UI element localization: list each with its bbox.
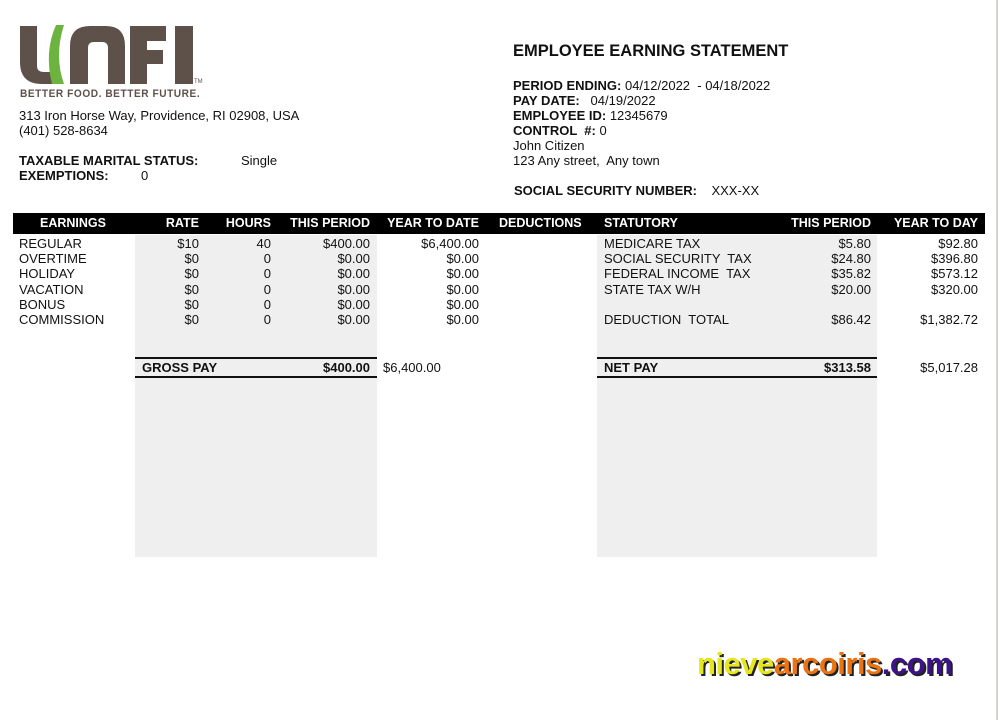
earning-rate: $0: [184, 297, 199, 312]
control-label: CONTROL #:: [513, 123, 596, 138]
statutory-this-period: $20.00: [831, 282, 871, 297]
earning-hours: 0: [263, 312, 271, 327]
earning-ytd: $0.00: [446, 251, 479, 266]
exemptions-label: EXEMPTIONS:: [19, 168, 109, 183]
earning-name: OVERTIME: [19, 251, 87, 266]
earning-this-period: $400.00: [323, 236, 370, 251]
net-pay-bottom-rule: [597, 376, 877, 378]
net-pay-top-rule: [597, 357, 877, 359]
statutory-name: SOCIAL SECURITY TAX: [604, 251, 752, 266]
earning-rate: $10: [177, 236, 199, 251]
earning-this-period: $0.00: [337, 266, 370, 281]
earning-hours: 0: [263, 251, 271, 266]
statement-title: EMPLOYEE EARNING STATEMENT: [513, 42, 789, 60]
company-tagline: BETTER FOOD. BETTER FUTURE.: [20, 88, 201, 100]
pay-date-label: PAY DATE:: [513, 93, 580, 108]
header-deductions: DEDUCTIONS: [499, 216, 582, 230]
exemptions-value: 0: [141, 168, 149, 183]
header-statutory: STATUTORY: [604, 216, 678, 230]
employee-id-label: EMPLOYEE ID:: [513, 108, 607, 123]
earning-ytd: $0.00: [446, 297, 479, 312]
statutory-ytd: $92.80: [938, 236, 978, 251]
statutory-this-period: $35.82: [831, 266, 871, 281]
net-pay-ytd: $5,017.28: [920, 360, 978, 375]
earning-this-period: $0.00: [337, 297, 370, 312]
header-year-to-date: YEAR TO DATE: [387, 216, 479, 230]
period-value: 04/12/2022 - 04/18/2022: [624, 78, 771, 93]
watermark: nievearcoiris.com: [697, 646, 953, 681]
header-hours: HOURS: [225, 216, 271, 230]
page-edge: [996, 0, 998, 720]
earning-hours: 0: [263, 282, 271, 297]
gross-pay-bottom-rule: [135, 376, 377, 378]
control-value: 0: [599, 123, 607, 138]
statutory-panel: [597, 235, 877, 557]
company-address: 313 Iron Horse Way, Providence, RI 02908…: [19, 108, 300, 123]
period-label: PERIOD ENDING:: [513, 78, 622, 93]
earning-hours: 0: [263, 266, 271, 281]
marital-status-value: Single: [241, 153, 278, 168]
earning-name: HOLIDAY: [19, 266, 76, 281]
gross-pay-ytd: $6,400.00: [383, 360, 441, 375]
deduction-total-label: DEDUCTION TOTAL: [604, 312, 729, 327]
marital-status-label: TAXABLE MARITAL STATUS:: [19, 153, 199, 168]
earning-name: REGULAR: [19, 236, 82, 251]
statutory-name: FEDERAL INCOME TAX: [604, 266, 751, 281]
header-stat-this-period: THIS PERIOD: [791, 216, 871, 230]
table-header: EARNINGS RATE HOURS THIS PERIOD YEAR TO …: [13, 213, 985, 234]
employee-id-value: 12345679: [609, 108, 668, 123]
employee-address: 123 Any street, Any town: [513, 153, 660, 168]
earning-this-period: $0.00: [337, 282, 370, 297]
statutory-this-period: $24.80: [831, 251, 871, 266]
svg-text:TM: TM: [194, 79, 203, 85]
earning-rate: $0: [184, 266, 199, 281]
statutory-ytd: $573.12: [931, 266, 978, 281]
earning-name: VACATION: [19, 282, 84, 297]
net-pay-label: NET PAY: [604, 360, 659, 375]
earning-ytd: $6,400.00: [421, 236, 479, 251]
earning-ytd: $0.00: [446, 282, 479, 297]
statutory-ytd: $396.80: [931, 251, 978, 266]
earning-name: BONUS: [19, 297, 66, 312]
earning-hours: 0: [263, 297, 271, 312]
unfi-logo: TM: [20, 25, 203, 85]
gross-pay-top-rule: [135, 357, 377, 359]
pay-date-value: 04/19/2022: [590, 93, 656, 108]
net-pay-this-period: $313.58: [824, 360, 871, 375]
earning-hours: 40: [256, 236, 271, 251]
earnings-panel: [135, 235, 377, 557]
ssn-label: SOCIAL SECURITY NUMBER:: [514, 183, 697, 198]
gross-pay-this-period: $400.00: [323, 360, 370, 375]
earning-name: COMMISSION: [19, 312, 105, 327]
earning-rate: $0: [184, 312, 199, 327]
statutory-this-period: $5.80: [838, 236, 871, 251]
statutory-ytd: $320.00: [931, 282, 978, 297]
deduction-total-this-period: $86.42: [831, 312, 871, 327]
header-earnings: EARNINGS: [40, 216, 106, 230]
gross-pay-label: GROSS PAY: [142, 360, 218, 375]
ssn-value: XXX-XX: [711, 183, 760, 198]
company-phone: (401) 528-8634: [19, 123, 108, 138]
deduction-total-ytd: $1,382.72: [920, 312, 978, 327]
statutory-name: MEDICARE TAX: [604, 236, 701, 251]
earning-this-period: $0.00: [337, 251, 370, 266]
header-year-to-day: YEAR TO DAY: [893, 216, 978, 230]
earning-rate: $0: [184, 251, 199, 266]
earning-this-period: $0.00: [337, 312, 370, 327]
statutory-name: STATE TAX W/H: [604, 282, 701, 297]
header-this-period: THIS PERIOD: [290, 216, 370, 230]
employee-name: John Citizen: [513, 138, 585, 153]
header-rate: RATE: [165, 216, 199, 230]
earning-ytd: $0.00: [446, 266, 479, 281]
earning-ytd: $0.00: [446, 312, 479, 327]
earning-rate: $0: [184, 282, 199, 297]
